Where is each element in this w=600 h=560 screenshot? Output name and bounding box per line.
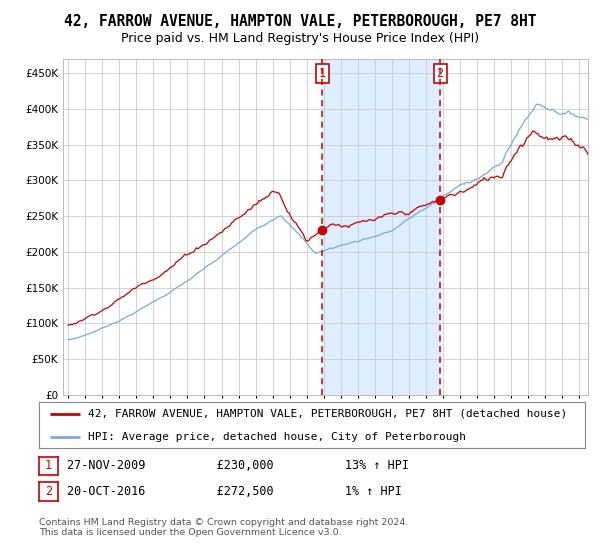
Text: 27-NOV-2009          £230,000          13% ↑ HPI: 27-NOV-2009 £230,000 13% ↑ HPI	[67, 459, 409, 473]
Text: HPI: Average price, detached house, City of Peterborough: HPI: Average price, detached house, City…	[88, 432, 466, 441]
Text: 1: 1	[319, 67, 326, 80]
Text: Contains HM Land Registry data © Crown copyright and database right 2024.
This d: Contains HM Land Registry data © Crown c…	[39, 518, 409, 538]
Text: 42, FARROW AVENUE, HAMPTON VALE, PETERBOROUGH, PE7 8HT: 42, FARROW AVENUE, HAMPTON VALE, PETERBO…	[64, 14, 536, 29]
Text: 2: 2	[436, 67, 443, 80]
Bar	[322, 59, 440, 395]
Text: 20-OCT-2016          £272,500          1% ↑ HPI: 20-OCT-2016 £272,500 1% ↑ HPI	[67, 485, 402, 498]
Text: 2: 2	[45, 485, 52, 498]
Text: 42, FARROW AVENUE, HAMPTON VALE, PETERBOROUGH, PE7 8HT (detached house): 42, FARROW AVENUE, HAMPTON VALE, PETERBO…	[88, 409, 568, 418]
Text: 1: 1	[45, 459, 52, 473]
Text: Price paid vs. HM Land Registry's House Price Index (HPI): Price paid vs. HM Land Registry's House …	[121, 32, 479, 45]
